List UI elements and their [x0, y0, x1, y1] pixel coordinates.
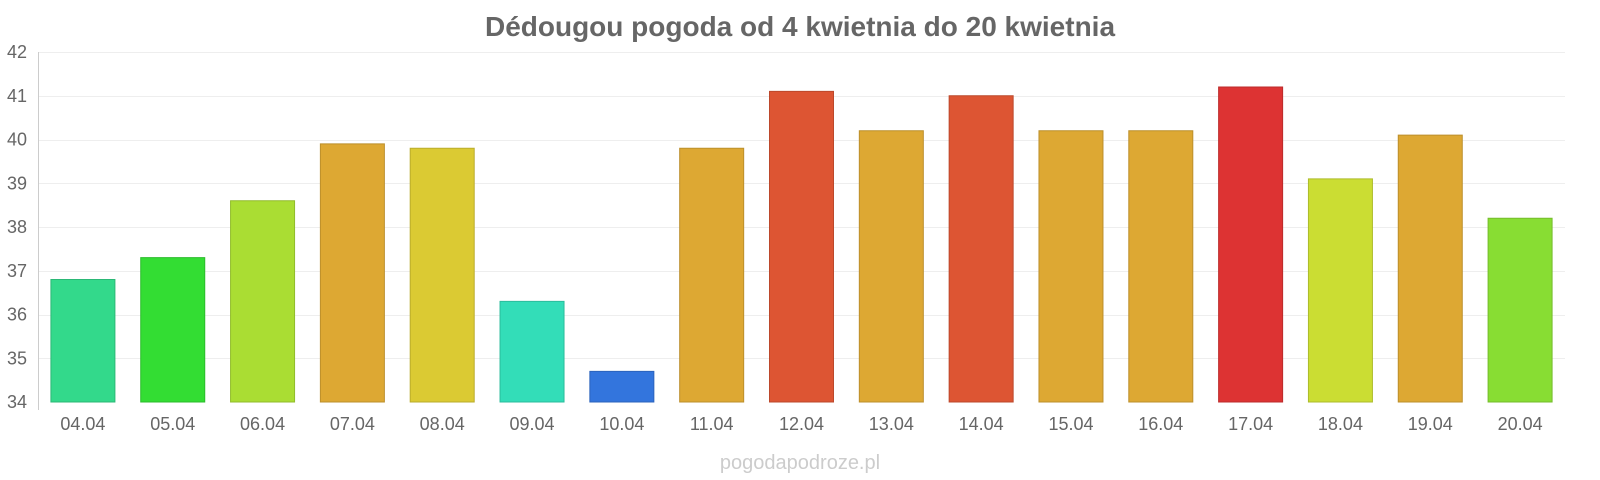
bar-14.04 — [948, 95, 1014, 403]
y-axis-ticks: 34 35 36 37 38 39 40 41 42 — [7, 42, 27, 412]
bar-09.04 — [499, 300, 565, 403]
x-tick-label: 10.04 — [599, 414, 644, 434]
y-tick-label: 38 — [7, 217, 27, 237]
x-tick-label: 15.04 — [1048, 414, 1093, 434]
watermark-text: pogodapodroze.pl — [720, 452, 880, 474]
bar-05.04 — [140, 257, 206, 403]
bar-12.04 — [769, 90, 834, 403]
bar-18.04 — [1307, 178, 1373, 403]
bar-11.04 — [679, 147, 745, 403]
x-axis-ticks: 04.04 05.04 06.04 07.04 08.04 09.04 10.04 11.04… — [60, 414, 1542, 434]
y-tick-label: 35 — [7, 348, 27, 368]
x-tick-label: 11.04 — [690, 414, 734, 434]
bars — [50, 86, 1553, 403]
y-tick-label: 36 — [7, 305, 27, 325]
x-tick-label: 04.04 — [60, 414, 105, 434]
bar-04.04 — [50, 279, 116, 403]
x-tick-label: 06.04 — [240, 414, 285, 434]
bar-13.04 — [858, 130, 924, 403]
bar-10.04 — [589, 370, 655, 403]
x-tick-label: 16.04 — [1138, 414, 1183, 434]
bar-07.04 — [319, 143, 385, 403]
x-tick-label: 13.04 — [869, 414, 914, 434]
bar-08.04 — [409, 147, 475, 403]
bar-16.04 — [1128, 130, 1194, 403]
x-tick-label: 08.04 — [420, 414, 465, 434]
bar-06.04 — [230, 200, 296, 403]
y-tick-label: 42 — [7, 42, 27, 62]
y-tick-label: 34 — [7, 392, 27, 412]
y-tick-label: 37 — [7, 261, 27, 281]
x-tick-label: 14.04 — [959, 414, 1004, 434]
x-tick-label: 20.04 — [1498, 414, 1543, 434]
x-tick-label: 17.04 — [1228, 414, 1273, 434]
x-tick-label: 05.04 — [150, 414, 195, 434]
y-tick-label: 40 — [7, 130, 27, 150]
x-tick-label: 18.04 — [1318, 414, 1363, 434]
bar-15.04 — [1038, 130, 1104, 403]
x-tick-label: 12.04 — [779, 414, 824, 434]
bar-17.04 — [1218, 86, 1284, 403]
x-tick-label: 09.04 — [510, 414, 555, 434]
y-tick-label: 41 — [7, 86, 27, 106]
y-tick-label: 39 — [7, 173, 27, 193]
x-tick-label: 07.04 — [330, 414, 375, 434]
x-tick-label: 19.04 — [1408, 414, 1453, 434]
chart-title: Dédougou pogoda od 4 kwietnia do 20 kwie… — [485, 11, 1115, 42]
bar-20.04 — [1487, 217, 1553, 403]
bar-19.04 — [1397, 134, 1463, 403]
